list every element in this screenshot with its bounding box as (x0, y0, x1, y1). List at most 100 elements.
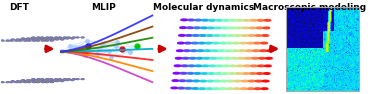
Circle shape (76, 37, 79, 38)
Circle shape (207, 80, 214, 82)
Circle shape (37, 79, 40, 80)
Circle shape (247, 42, 254, 44)
Circle shape (28, 38, 29, 39)
Circle shape (28, 40, 30, 41)
Circle shape (45, 38, 46, 39)
Circle shape (243, 19, 250, 21)
Circle shape (234, 35, 241, 36)
Circle shape (256, 27, 263, 29)
Circle shape (55, 37, 57, 38)
Circle shape (214, 80, 220, 82)
Circle shape (172, 80, 179, 81)
Circle shape (24, 82, 27, 83)
Circle shape (1, 82, 4, 83)
Circle shape (173, 72, 180, 74)
Circle shape (197, 50, 204, 52)
Circle shape (260, 50, 266, 52)
Circle shape (254, 42, 260, 44)
Circle shape (238, 57, 245, 59)
Circle shape (188, 65, 195, 67)
Circle shape (51, 40, 53, 41)
Circle shape (22, 80, 25, 81)
Circle shape (15, 82, 18, 83)
Circle shape (77, 37, 78, 38)
Circle shape (187, 27, 193, 29)
Circle shape (19, 82, 22, 83)
Circle shape (185, 88, 192, 89)
Circle shape (21, 39, 22, 40)
Circle shape (177, 50, 183, 52)
Circle shape (243, 73, 249, 74)
Circle shape (248, 80, 255, 82)
Circle shape (12, 39, 14, 40)
Circle shape (29, 39, 32, 40)
Circle shape (186, 35, 192, 36)
Circle shape (257, 73, 263, 74)
Circle shape (53, 38, 56, 39)
Circle shape (232, 50, 239, 52)
Circle shape (34, 40, 35, 41)
Circle shape (62, 80, 65, 81)
Text: Macroscopic modeling: Macroscopic modeling (253, 3, 366, 12)
Circle shape (253, 50, 259, 52)
Circle shape (244, 65, 250, 67)
Circle shape (24, 40, 27, 41)
Circle shape (225, 50, 232, 52)
Circle shape (46, 37, 48, 38)
Circle shape (212, 42, 219, 44)
Circle shape (49, 38, 50, 39)
Circle shape (42, 40, 45, 41)
Circle shape (233, 42, 240, 44)
Circle shape (216, 65, 223, 67)
Circle shape (2, 40, 3, 41)
Circle shape (242, 27, 249, 29)
Circle shape (48, 39, 49, 40)
Circle shape (6, 40, 9, 41)
Circle shape (58, 79, 61, 80)
Circle shape (32, 37, 35, 38)
Circle shape (44, 38, 47, 39)
Circle shape (17, 39, 19, 40)
Circle shape (39, 38, 42, 39)
Circle shape (224, 57, 231, 59)
Circle shape (37, 40, 39, 41)
Circle shape (48, 80, 51, 81)
Circle shape (259, 57, 265, 59)
Circle shape (222, 27, 228, 29)
Circle shape (56, 37, 57, 38)
Circle shape (220, 88, 226, 89)
Circle shape (42, 37, 43, 38)
Circle shape (251, 65, 257, 67)
Circle shape (178, 87, 184, 89)
Circle shape (41, 37, 43, 38)
Circle shape (22, 38, 24, 39)
Circle shape (257, 19, 264, 21)
Circle shape (57, 38, 60, 39)
Circle shape (214, 27, 221, 29)
Circle shape (209, 65, 215, 67)
Circle shape (200, 80, 206, 82)
Circle shape (171, 87, 178, 89)
Circle shape (210, 57, 217, 59)
Circle shape (72, 79, 75, 80)
Circle shape (63, 38, 64, 39)
Circle shape (194, 73, 201, 74)
Circle shape (258, 65, 264, 67)
Circle shape (209, 19, 215, 21)
Circle shape (34, 39, 37, 40)
Circle shape (182, 57, 189, 59)
Circle shape (44, 80, 47, 81)
Circle shape (234, 88, 240, 89)
Circle shape (217, 57, 224, 59)
Text: MLIP: MLIP (91, 3, 115, 12)
Circle shape (20, 40, 21, 41)
Circle shape (192, 35, 199, 36)
Circle shape (222, 73, 228, 74)
Circle shape (267, 50, 273, 52)
Text: DFT: DFT (9, 3, 29, 12)
Circle shape (266, 57, 272, 59)
Circle shape (215, 73, 222, 74)
Circle shape (36, 38, 39, 39)
Circle shape (194, 27, 200, 29)
Circle shape (50, 79, 53, 80)
